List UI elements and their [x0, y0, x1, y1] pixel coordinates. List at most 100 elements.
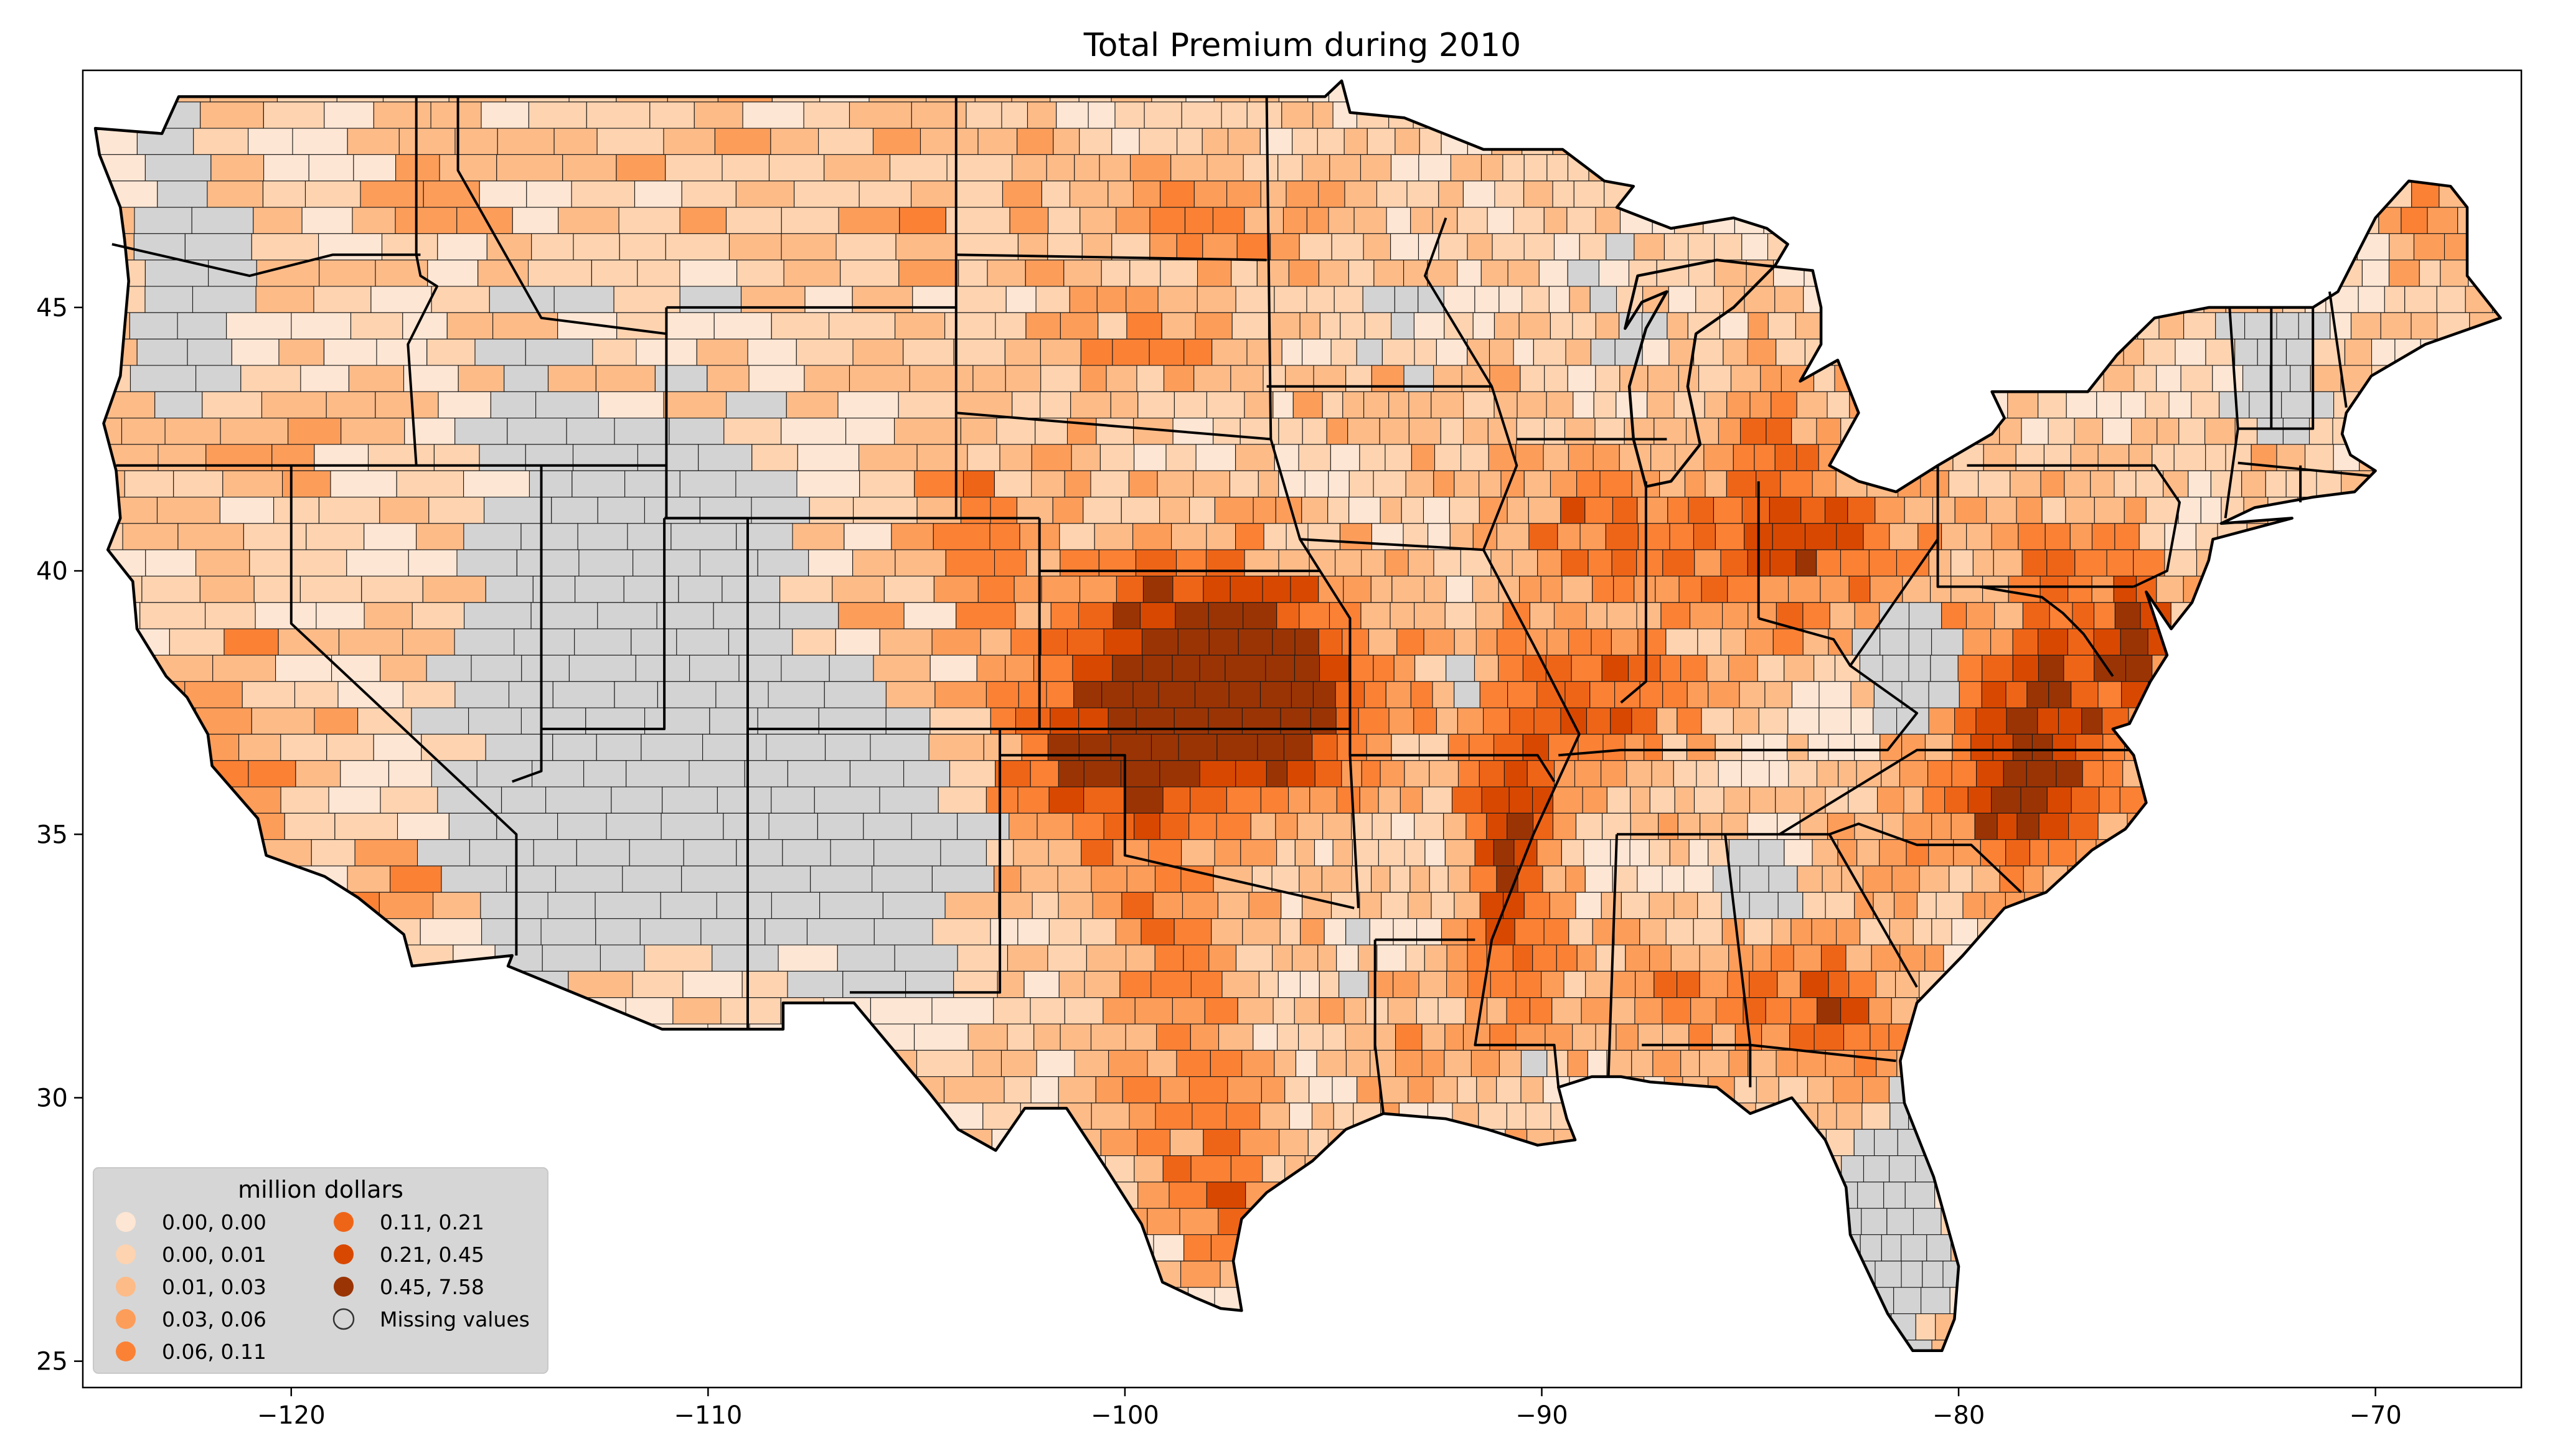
- county-shape: [1924, 944, 1944, 972]
- county-shape: [1862, 865, 1893, 893]
- county-shape: [903, 339, 954, 366]
- county-shape: [1520, 1050, 1548, 1078]
- county-shape: [1990, 628, 2013, 656]
- county-shape: [1696, 760, 1719, 787]
- county-shape: [1644, 733, 1663, 761]
- county-shape: [1480, 260, 1508, 287]
- county-shape: [1480, 154, 1503, 182]
- county-shape: [200, 101, 264, 129]
- county-shape: [1410, 207, 1433, 234]
- county-shape: [679, 470, 736, 498]
- legend-label: 0.45, 7.58: [380, 1275, 484, 1299]
- county-shape: [1411, 444, 1436, 471]
- county-shape: [2269, 365, 2291, 392]
- county-shape: [1557, 523, 1581, 550]
- county-shape: [1385, 681, 1411, 708]
- county-shape: [1572, 1023, 1596, 1051]
- county-shape: [1799, 812, 1828, 840]
- county-shape: [1966, 523, 1992, 550]
- county-shape: [463, 523, 522, 550]
- county-shape: [967, 1023, 1008, 1051]
- county-shape: [1229, 470, 1259, 498]
- county-shape: [1332, 1076, 1358, 1104]
- county-shape: [1310, 707, 1337, 735]
- county-shape: [1550, 470, 1578, 498]
- county-shape: [1040, 628, 1068, 656]
- county-shape: [722, 154, 770, 182]
- county-shape: [1240, 418, 1279, 445]
- county-shape: [1103, 628, 1143, 656]
- county-shape: [1853, 1050, 1877, 1078]
- county-shape: [663, 391, 727, 419]
- county-shape: [1217, 891, 1249, 919]
- state-border: [1607, 834, 1618, 1077]
- county-shape: [1314, 839, 1334, 867]
- county-shape: [1160, 181, 1195, 208]
- county-shape: [468, 707, 522, 735]
- county-shape: [1250, 812, 1276, 840]
- county-shape: [1523, 470, 1551, 498]
- county-shape: [1202, 233, 1238, 261]
- county-shape: [1208, 707, 1243, 735]
- county-shape: [1112, 339, 1150, 366]
- county-shape: [1886, 1208, 1914, 1236]
- county-shape: [683, 839, 737, 867]
- county-shape: [1063, 260, 1102, 287]
- county-shape: [1277, 1023, 1299, 1051]
- county-shape: [1606, 233, 1635, 261]
- county-shape: [1292, 391, 1323, 419]
- county-shape: [1095, 1076, 1123, 1104]
- county-shape: [1081, 233, 1113, 261]
- county-shape: [2016, 497, 2043, 524]
- county-shape: [341, 418, 405, 445]
- county-shape: [1004, 1076, 1032, 1104]
- county-shape: [1298, 1023, 1324, 1051]
- county-shape: [1706, 654, 1729, 682]
- county-shape: [1748, 1050, 1777, 1078]
- county-shape: [1928, 681, 1960, 708]
- county-shape: [1273, 997, 1295, 1025]
- county-shape: [837, 391, 899, 419]
- county-shape: [1069, 181, 1109, 208]
- county-shape: [1465, 997, 1488, 1025]
- county-shape: [485, 733, 553, 761]
- county-shape: [1126, 286, 1159, 313]
- county-shape: [1302, 418, 1327, 445]
- county-shape: [933, 523, 990, 550]
- county-shape: [1390, 602, 1415, 629]
- county-shape: [1078, 707, 1109, 735]
- county-shape: [553, 286, 614, 313]
- county-shape: [1144, 101, 1182, 129]
- county-shape: [1071, 444, 1101, 471]
- county-shape: [300, 365, 349, 392]
- county-shape: [1157, 470, 1194, 498]
- county-shape: [437, 233, 487, 261]
- county-shape: [1514, 918, 1545, 946]
- county-shape: [1619, 312, 1643, 340]
- county-shape: [1436, 707, 1459, 735]
- county-shape: [1739, 865, 1769, 893]
- county-shape: [1593, 444, 1620, 471]
- county-shape: [1733, 444, 1755, 471]
- county-shape: [1568, 444, 1594, 471]
- county-shape: [1361, 760, 1381, 787]
- county-shape: [1098, 549, 1137, 577]
- county-shape: [1081, 839, 1114, 867]
- county-shape: [1388, 707, 1414, 735]
- county-shape: [416, 523, 464, 550]
- county-shape: [1789, 1023, 1815, 1051]
- county-shape: [1585, 970, 1612, 998]
- county-shape: [1715, 997, 1744, 1025]
- county-shape: [2358, 286, 2385, 313]
- county-shape: [1649, 891, 1675, 919]
- county-shape: [1111, 128, 1140, 155]
- county-shape: [1031, 444, 1072, 471]
- county-shape: [1286, 181, 1319, 208]
- county-shape: [1318, 260, 1349, 287]
- county-shape: [1772, 628, 1804, 656]
- county-shape: [1441, 918, 1468, 946]
- county-shape: [1347, 418, 1380, 445]
- county-shape: [1313, 365, 1347, 392]
- county-shape: [1965, 602, 1995, 629]
- county-shape: [987, 260, 1026, 287]
